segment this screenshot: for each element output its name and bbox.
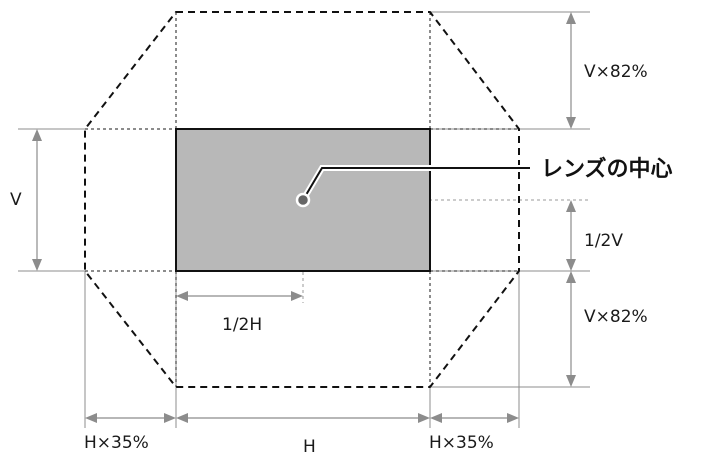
v-bottom-offset-label: V×82%: [584, 307, 648, 327]
h-right-offset-label: H×35%: [429, 433, 494, 453]
lens-shift-range-outline: [84, 11, 520, 388]
v-top-offset-arrow: [566, 12, 576, 129]
h-right-offset-arrow: [430, 413, 519, 423]
h-arrow: [176, 413, 430, 423]
half-v-arrow: [566, 200, 576, 271]
lens-center-dot: [295, 192, 311, 208]
half-h-label: 1/2H: [222, 315, 262, 335]
h-left-offset-arrow: [85, 413, 176, 423]
v-label: V: [10, 190, 22, 210]
lens-center-label: レンズの中心: [541, 156, 673, 182]
h-label: H: [303, 437, 316, 454]
v-top-offset-label: V×82%: [584, 62, 648, 82]
v-bottom-offset-arrow: [566, 271, 576, 387]
guide-lines: [85, 12, 590, 387]
v-dimension-arrow: [32, 129, 42, 271]
h-left-offset-label: H×35%: [84, 433, 149, 453]
lens-center-marker: [295, 165, 530, 208]
half-h-arrow: [176, 291, 303, 301]
half-v-label: 1/2V: [584, 231, 623, 251]
